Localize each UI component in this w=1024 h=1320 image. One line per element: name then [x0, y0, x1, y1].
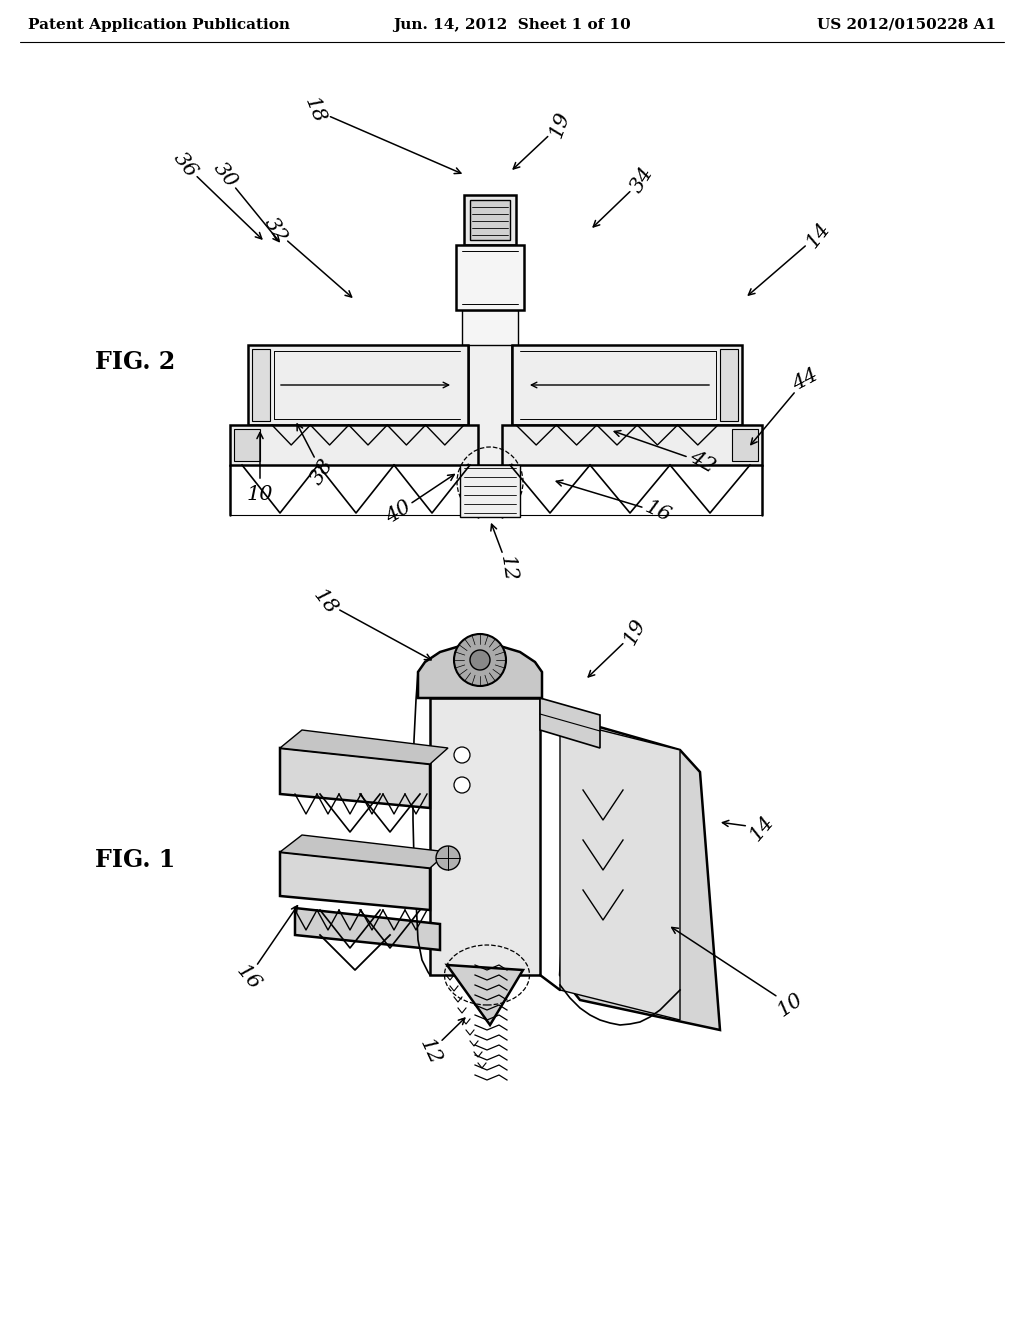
- Polygon shape: [418, 645, 542, 698]
- Text: 14: 14: [803, 219, 834, 251]
- Text: 10: 10: [774, 990, 806, 1020]
- Polygon shape: [512, 345, 742, 425]
- Polygon shape: [460, 465, 520, 517]
- Polygon shape: [560, 719, 680, 1020]
- Polygon shape: [732, 429, 758, 461]
- Text: 12: 12: [416, 1036, 444, 1068]
- Text: FIG. 2: FIG. 2: [95, 350, 175, 374]
- Text: 38: 38: [307, 455, 337, 488]
- Polygon shape: [280, 748, 430, 808]
- Text: 18: 18: [301, 94, 329, 125]
- Circle shape: [454, 747, 470, 763]
- Text: 12: 12: [497, 553, 519, 582]
- Polygon shape: [280, 730, 449, 764]
- Polygon shape: [464, 195, 516, 246]
- Polygon shape: [456, 246, 524, 310]
- Polygon shape: [295, 908, 440, 950]
- Text: 44: 44: [788, 366, 821, 395]
- Text: 16: 16: [642, 498, 674, 527]
- Text: FIG. 1: FIG. 1: [95, 847, 175, 873]
- Polygon shape: [462, 310, 518, 345]
- Polygon shape: [280, 836, 449, 869]
- Text: 34: 34: [627, 164, 657, 197]
- Circle shape: [436, 846, 460, 870]
- Polygon shape: [248, 345, 468, 425]
- Circle shape: [470, 649, 490, 671]
- Text: 32: 32: [260, 214, 290, 247]
- Polygon shape: [280, 851, 430, 909]
- Circle shape: [454, 634, 506, 686]
- Polygon shape: [468, 246, 512, 465]
- Polygon shape: [720, 348, 738, 421]
- Polygon shape: [470, 201, 510, 240]
- Polygon shape: [234, 429, 260, 461]
- Text: 19: 19: [547, 110, 573, 141]
- Text: 42: 42: [686, 447, 718, 477]
- Polygon shape: [560, 719, 720, 1030]
- Text: 18: 18: [309, 586, 341, 618]
- Text: Jun. 14, 2012  Sheet 1 of 10: Jun. 14, 2012 Sheet 1 of 10: [393, 18, 631, 32]
- Text: Patent Application Publication: Patent Application Publication: [28, 18, 290, 32]
- Text: 30: 30: [209, 158, 241, 191]
- Text: 14: 14: [746, 812, 778, 845]
- Polygon shape: [540, 698, 600, 748]
- Text: 40: 40: [382, 496, 415, 527]
- Text: 19: 19: [621, 616, 649, 648]
- Polygon shape: [502, 425, 762, 465]
- Text: 36: 36: [169, 149, 201, 181]
- Polygon shape: [230, 425, 478, 465]
- Polygon shape: [447, 965, 523, 1026]
- Text: 10: 10: [247, 486, 273, 504]
- Polygon shape: [430, 698, 540, 975]
- Text: US 2012/0150228 A1: US 2012/0150228 A1: [817, 18, 996, 32]
- Circle shape: [454, 777, 470, 793]
- Polygon shape: [252, 348, 270, 421]
- Text: 16: 16: [232, 962, 264, 994]
